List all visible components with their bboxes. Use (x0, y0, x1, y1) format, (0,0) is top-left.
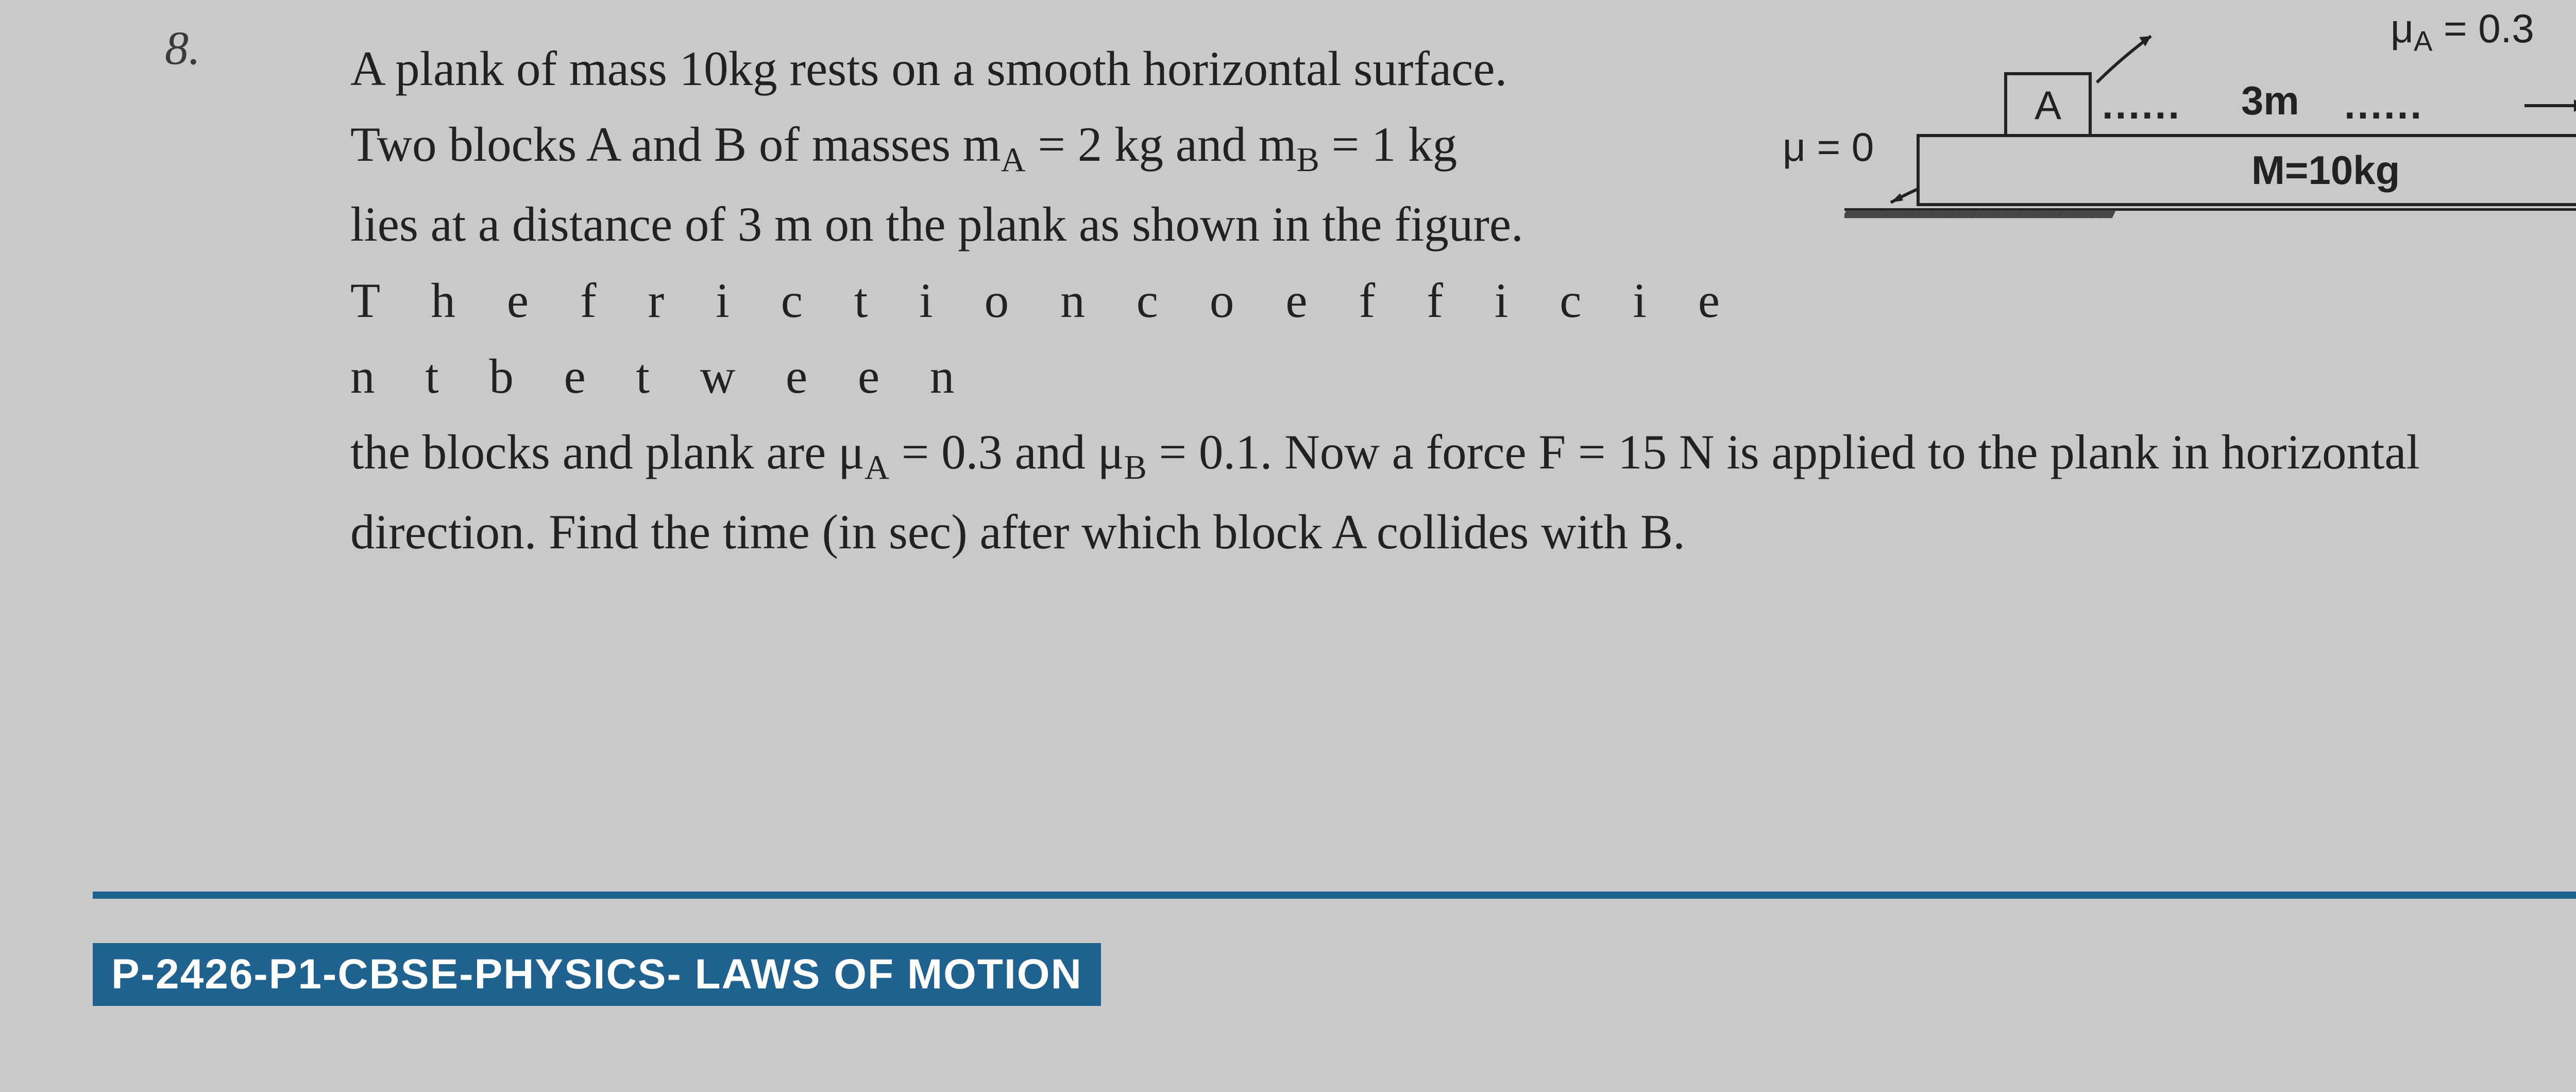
subscript-a: A (1001, 141, 1026, 179)
footer-rule (93, 892, 2576, 899)
question-number: 8. (165, 21, 200, 75)
label-mu-zero: μ = 0 (1783, 124, 1874, 171)
text-frag: kg rests on a smooth horizontal surface. (728, 41, 1507, 96)
subscript-a: A (2414, 26, 2432, 57)
plank (1917, 134, 2576, 206)
text-line-6: direction. Find the time (in sec) after … (350, 494, 2576, 570)
subscript-a: A (865, 449, 889, 486)
text-frag: A plank of mass (350, 41, 680, 96)
mu-symbol: μ (2391, 6, 2414, 51)
arrow-distance (2524, 98, 2576, 113)
text-frag: the blocks and plank are μ (350, 425, 865, 479)
dots-left: ...... (2102, 81, 2181, 128)
footer-code: P-2426-P1-CBSE-PHYSICS- LAWS OF MOTION (93, 943, 1101, 1006)
physics-diagram: μ = 0 μA = 0.3 μB = 0.1 A B ...... 3m ..… (1803, 21, 2576, 278)
text-line-1: A plank of mass 10kg rests on a smooth h… (350, 31, 1731, 107)
value-plank-mass: 10 (680, 41, 728, 96)
text-frag: kg (1396, 117, 1457, 172)
text-frag: N is applied to the plank in horizontal (1667, 425, 2420, 479)
block-a: A (2004, 72, 2092, 137)
text-line-3: lies at a distance of 3 m on the plank a… (350, 187, 1731, 262)
distance-label: 3m (2241, 77, 2299, 124)
label-mu-a: μA = 0.3 (2391, 5, 2534, 58)
text-line-2: Two blocks A and B of masses mA = 2 kg a… (350, 107, 1731, 187)
text-frag: = (1026, 117, 1078, 172)
text-frag: and μ (1003, 425, 1124, 479)
text-frag: kg and m (1102, 117, 1296, 172)
text-line-4: T h e f r i c t i o n c o e f f i c i e … (350, 263, 1731, 415)
value-ma: 2 (1078, 117, 1103, 172)
value-f: 15 (1618, 425, 1667, 479)
mu-a-value: = 0.3 (2432, 6, 2534, 51)
arrow-mu-a (2092, 31, 2159, 88)
value-mb: 1 (1371, 117, 1396, 172)
value-mua: 0.3 (941, 425, 1003, 479)
subscript-b: B (1297, 141, 1319, 179)
text-frag: . Now a force F = (1260, 425, 1618, 479)
value-mub: 0.1 (1199, 425, 1260, 479)
text-frag: = (1319, 117, 1371, 172)
subscript-b: B (1124, 449, 1146, 486)
plank-mass-label: M=10kg (2251, 147, 2400, 194)
ground-hatch (1844, 210, 2576, 229)
text-frag: = (1147, 425, 1199, 479)
dots-right: ...... (2344, 81, 2424, 128)
text-line-5: the blocks and plank are μA = 0.3 and μB… (350, 414, 2576, 494)
text-frag: Two blocks A and B of masses m (350, 117, 1001, 172)
page: 8. A plank of mass 10kg rests on a smoot… (0, 0, 2576, 1092)
text-frag: = (889, 425, 941, 479)
